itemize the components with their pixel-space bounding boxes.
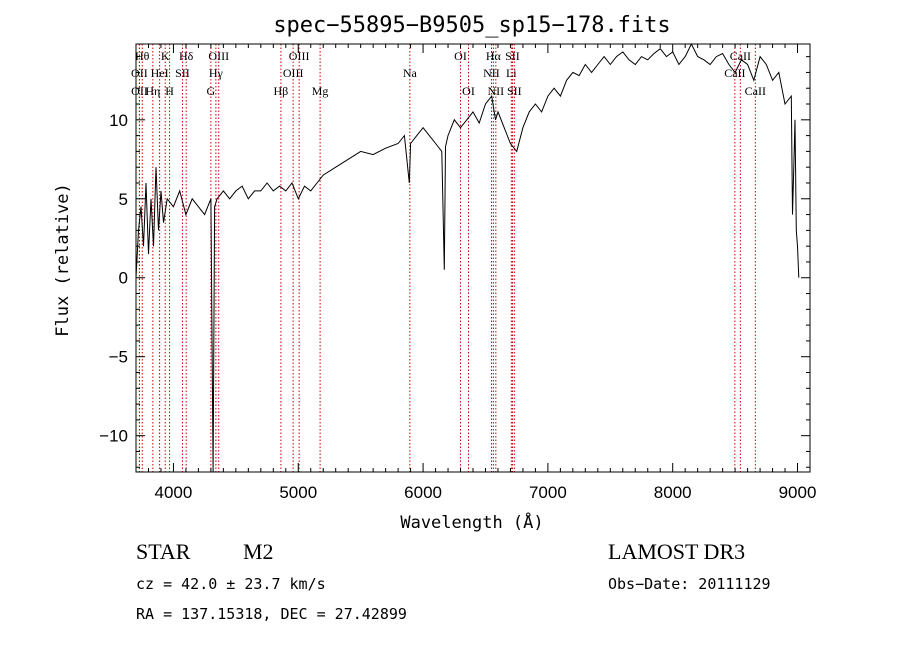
line-marker-label: OIII	[283, 66, 304, 80]
line-marker-label: Hθ	[135, 49, 150, 63]
line-marker-label: SII	[507, 84, 522, 98]
line-marker-label: CaII	[730, 49, 751, 63]
line-marker-label: NII	[488, 84, 505, 98]
line-marker-label: OI	[454, 49, 467, 63]
line-marker-label: OII	[131, 84, 148, 98]
line-marker-label: H	[165, 84, 174, 98]
spectrum-line	[135, 42, 800, 473]
y-axis-label: Flux (relative)	[53, 183, 73, 337]
survey-name: LAMOST DR3	[608, 539, 745, 564]
line-marker-label: CaII	[724, 66, 745, 80]
y-tick-label: −10	[99, 427, 128, 446]
plot-frame	[135, 43, 811, 473]
line-marker-label: Hη	[145, 84, 160, 98]
line-marker-label: Li	[506, 66, 517, 80]
x-tick-label: 9000	[779, 483, 817, 502]
y-tick-label: 10	[109, 111, 128, 130]
x-tick-label: 8000	[654, 483, 692, 502]
line-marker-label: SII	[505, 49, 520, 63]
line-marker-label: OI	[462, 84, 475, 98]
y-tick-label: 0	[119, 269, 128, 288]
line-marker-label: Hγ	[209, 66, 224, 80]
x-axis-ticks: 4000 5000 6000 7000 8000 9000	[135, 44, 817, 502]
x-tick-label: 6000	[404, 483, 442, 502]
y-tick-label: −5	[109, 348, 128, 367]
line-marker-label: SII	[175, 66, 190, 80]
line-marker-label: OIII	[289, 49, 310, 63]
spectral-line-markers	[138, 44, 756, 472]
x-tick-label: 7000	[529, 483, 567, 502]
line-marker-label: Mg	[312, 84, 329, 98]
observation-date: Obs−Date: 20111129	[608, 575, 771, 593]
redshift-cz: cz = 42.0 ± 23.7 km/s	[136, 575, 326, 593]
line-marker-label: Hβ	[274, 84, 289, 98]
x-tick-label: 4000	[155, 483, 193, 502]
object-subclass: M2	[243, 539, 274, 564]
ra-dec: RA = 137.15318, DEC = 27.42899	[136, 605, 407, 623]
object-class: STAR	[136, 539, 191, 564]
x-tick-label: 5000	[279, 483, 317, 502]
y-tick-label: 5	[119, 190, 128, 209]
line-marker-label: Hα	[486, 49, 502, 63]
line-marker-label: G	[207, 84, 216, 98]
line-marker-label: NII	[483, 66, 500, 80]
line-marker-label: OII	[131, 66, 148, 80]
line-marker-label: K	[161, 49, 170, 63]
line-marker-label: HeI	[151, 66, 169, 80]
y-axis-ticks: −10 −5 0 5 10	[99, 56, 810, 468]
line-marker-label: CaII	[745, 84, 766, 98]
line-marker-label: Hδ	[179, 49, 194, 63]
chart-title: spec−55895−B9505_sp15−178.fits	[273, 13, 670, 38]
line-marker-label: OIII	[208, 49, 229, 63]
x-axis-label: Wavelength (Å)	[400, 511, 543, 533]
line-marker-label: Na	[403, 66, 418, 80]
spectral-line-labels: HθOIIOIIHηHeIKHSIIHδGHγOIIIHβOIIIOIIIMgN…	[131, 49, 766, 98]
